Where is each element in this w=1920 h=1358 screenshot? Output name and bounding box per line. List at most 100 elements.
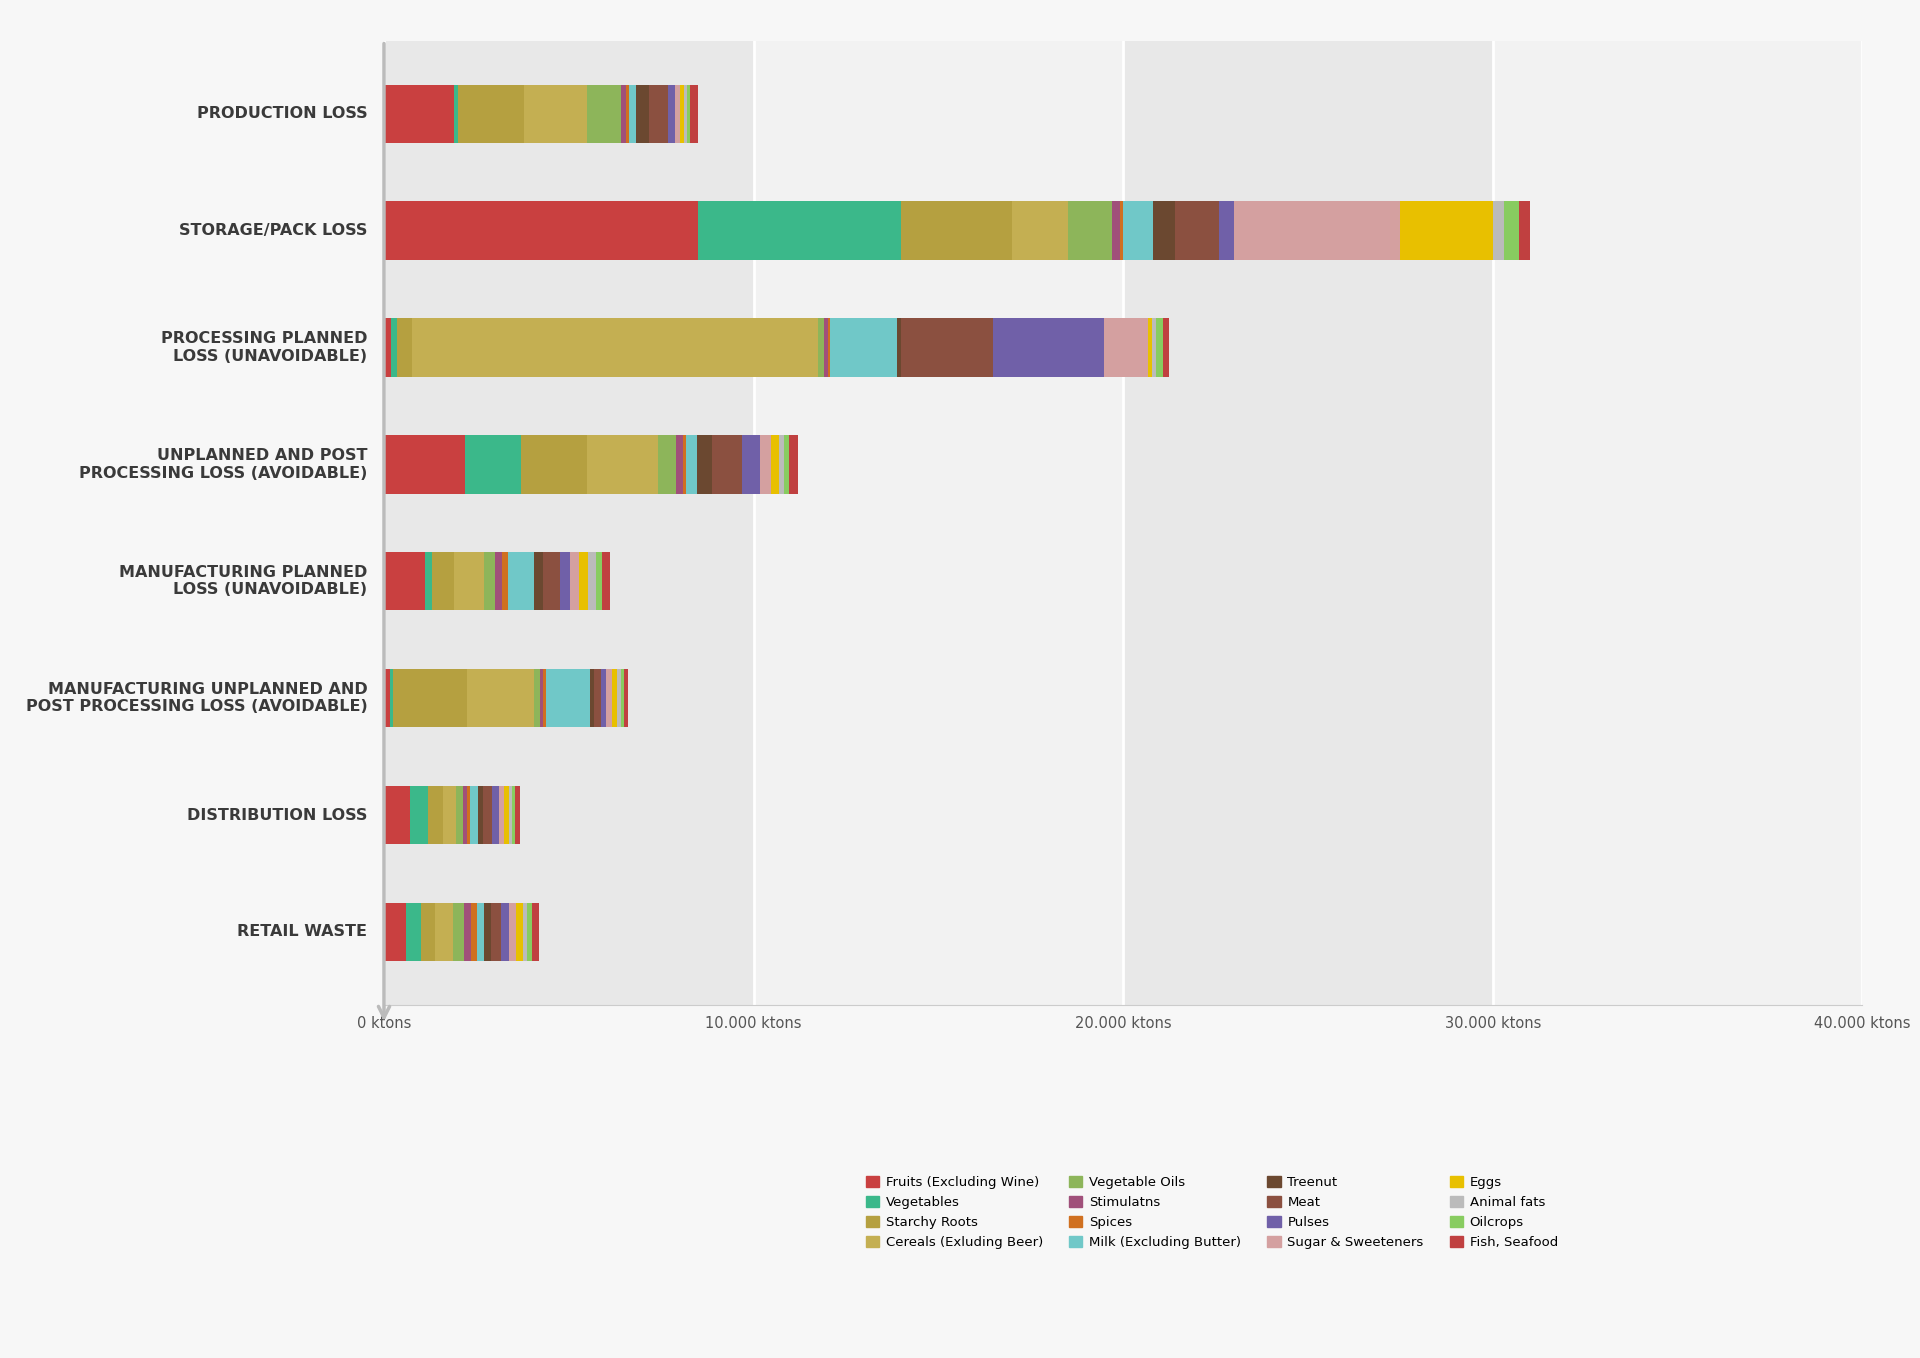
Bar	[484, 903, 492, 961]
Bar	[1219, 201, 1235, 259]
Bar	[691, 84, 697, 143]
Bar	[772, 435, 780, 493]
Bar	[712, 435, 741, 493]
Bar	[1175, 201, 1219, 259]
Bar	[676, 435, 684, 493]
Bar	[467, 669, 534, 728]
Bar	[501, 903, 509, 961]
Bar	[993, 318, 1104, 376]
Bar	[630, 84, 636, 143]
Bar	[570, 553, 580, 611]
Bar	[902, 201, 1012, 259]
Bar	[601, 669, 607, 728]
Bar	[384, 318, 392, 376]
Bar	[657, 435, 676, 493]
Bar	[1503, 201, 1519, 259]
Bar	[397, 318, 411, 376]
Bar	[1519, 201, 1530, 259]
Bar	[626, 84, 630, 143]
Bar	[532, 903, 540, 961]
Bar	[1152, 318, 1156, 376]
Bar	[424, 553, 432, 611]
Bar	[649, 84, 668, 143]
Bar	[436, 903, 453, 961]
Bar	[593, 669, 601, 728]
Bar	[476, 903, 484, 961]
Bar	[1123, 41, 1494, 1005]
Bar	[818, 318, 824, 376]
Bar	[384, 903, 407, 961]
Legend: Fruits (Excluding Wine), Vegetables, Starchy Roots, Cereals (Exluding Beer), Veg: Fruits (Excluding Wine), Vegetables, Sta…	[866, 1176, 1557, 1249]
Bar	[392, 318, 397, 376]
Bar	[503, 553, 507, 611]
Bar	[545, 669, 589, 728]
Bar	[534, 669, 540, 728]
Bar	[520, 435, 588, 493]
Bar	[507, 553, 534, 611]
Bar	[455, 84, 459, 143]
Bar	[540, 669, 543, 728]
Bar	[588, 435, 657, 493]
Bar	[620, 84, 626, 143]
Bar	[1068, 201, 1112, 259]
Bar	[384, 41, 753, 1005]
Bar	[900, 318, 993, 376]
Bar	[465, 435, 520, 493]
Bar	[543, 553, 559, 611]
Bar	[455, 553, 484, 611]
Bar	[407, 903, 420, 961]
Bar	[824, 318, 828, 376]
Bar	[1152, 201, 1175, 259]
Bar	[1123, 201, 1152, 259]
Bar	[384, 553, 424, 611]
Bar	[1235, 201, 1400, 259]
Bar	[595, 553, 603, 611]
Bar	[783, 435, 789, 493]
Bar	[467, 786, 470, 845]
Bar	[685, 435, 697, 493]
Bar	[390, 669, 394, 728]
Bar	[459, 84, 524, 143]
Bar	[463, 786, 467, 845]
Bar	[684, 84, 687, 143]
Bar	[516, 903, 522, 961]
Bar	[513, 786, 515, 845]
Bar	[588, 553, 595, 611]
Bar	[680, 84, 684, 143]
Bar	[559, 553, 570, 611]
Bar	[684, 435, 685, 493]
Bar	[484, 553, 495, 611]
Bar	[528, 903, 532, 961]
Bar	[607, 669, 612, 728]
Bar	[524, 84, 588, 143]
Bar	[1119, 201, 1123, 259]
Bar	[495, 553, 503, 611]
Bar	[760, 435, 772, 493]
Bar	[897, 318, 900, 376]
Bar	[753, 41, 1123, 1005]
Bar	[687, 84, 691, 143]
Bar	[509, 786, 513, 845]
Bar	[492, 786, 499, 845]
Bar	[465, 903, 470, 961]
Bar	[620, 669, 624, 728]
Bar	[484, 786, 492, 845]
Bar	[522, 903, 528, 961]
Bar	[543, 669, 545, 728]
Bar	[384, 435, 465, 493]
Bar	[470, 786, 478, 845]
Bar	[828, 318, 831, 376]
Bar	[432, 553, 455, 611]
Bar	[457, 786, 463, 845]
Bar	[668, 84, 674, 143]
Bar	[1164, 318, 1169, 376]
Bar	[636, 84, 649, 143]
Bar	[384, 84, 455, 143]
Bar	[509, 903, 516, 961]
Bar	[612, 669, 616, 728]
Bar	[478, 786, 484, 845]
Bar	[624, 669, 628, 728]
Bar	[534, 553, 543, 611]
Bar	[1156, 318, 1164, 376]
Bar	[384, 201, 699, 259]
